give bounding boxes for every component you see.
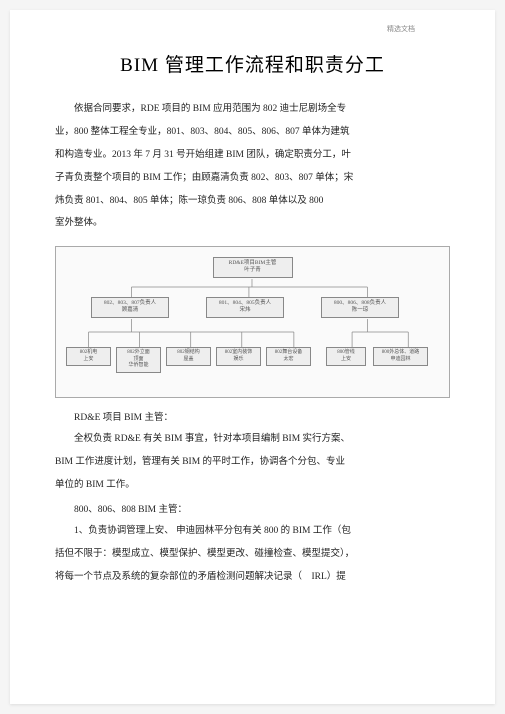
paragraph-1-line-2: 业，800 整体工程全专业，801、803、804、805、806、807 单体…	[55, 122, 450, 143]
paragraph-1-line-4: 子青负责整个项目的 BIM 工作；由顾嘉清负责 802、803、807 单体；宋	[55, 168, 450, 189]
node-leaf-3: 802钢结构屋盖	[166, 347, 211, 366]
header-watermark: 精选文档	[387, 24, 415, 34]
document-page: 精选文档 BIM 管理工作流程和职责分工 依据合同要求，RDE 项目的 BIM …	[10, 10, 495, 704]
node-leaf-5: 802舞台设备太宏	[266, 347, 311, 366]
org-chart-container: RD&E项目BIM主管叶子青 802、803、807负责人顾嘉清 801、804…	[55, 246, 450, 398]
paragraph-3-line-2: 括但不限于：模型成立、模型保护、模型更改、碰撞检查、模型提交），	[55, 544, 450, 565]
paragraph-3-line-1: 1、负责协调管理上安、 申迪园林平分包有关 800 的 BIM 工作（包	[55, 521, 450, 542]
node-mid-1: 802、803、807负责人顾嘉清	[91, 297, 169, 317]
paragraph-1-line-1: 依据合同要求，RDE 项目的 BIM 应用范围为 802 迪士尼剧场全专	[55, 99, 450, 120]
paragraph-2-line-3: 单位的 BIM 工作。	[55, 475, 450, 496]
paragraph-2-line-2: BIM 工作进度计划，管理有关 BIM 的平时工作，协调各个分包、专业	[55, 452, 450, 473]
node-leaf-6: 800管线上安	[326, 347, 366, 366]
document-title: BIM 管理工作流程和职责分工	[55, 50, 450, 77]
node-leaf-7: 800外总体、道路申迪园林	[373, 347, 428, 366]
paragraph-3-line-3: 将每一个节点及系统的复杂部位的矛盾检测问题解决记录（ IRL）提	[55, 567, 450, 588]
node-mid-2: 801、804、805负责人宋炜	[206, 297, 284, 317]
node-leaf-4: 802室内装饰娱乐	[216, 347, 261, 366]
node-leaf-2: 802外立面顶面华侨智能	[116, 347, 161, 373]
org-chart: RD&E项目BIM主管叶子青 802、803、807负责人顾嘉清 801、804…	[61, 257, 444, 387]
heading-800: 800、806、808 BIM 主管：	[55, 500, 450, 521]
node-mid-3: 800、806、808负责人陈一琼	[321, 297, 399, 317]
paragraph-1-line-6: 室外整体。	[55, 213, 450, 234]
node-root: RD&E项目BIM主管叶子青	[213, 257, 293, 277]
paragraph-2-line-1: 全权负责 RD&E 有关 BIM 事宜，针对本项目编制 BIM 实行方案、	[55, 429, 450, 450]
node-leaf-1: 802机电上安	[66, 347, 111, 366]
paragraph-1-line-3: 和构造专业。2013 年 7 月 31 号开始组建 BIM 团队，确定职责分工，…	[55, 145, 450, 166]
heading-rde: RD&E 项目 BIM 主管：	[55, 408, 450, 429]
paragraph-1-line-5: 炜负责 801、804、805 单体；陈一琼负责 806、808 单体以及 80…	[55, 191, 450, 212]
